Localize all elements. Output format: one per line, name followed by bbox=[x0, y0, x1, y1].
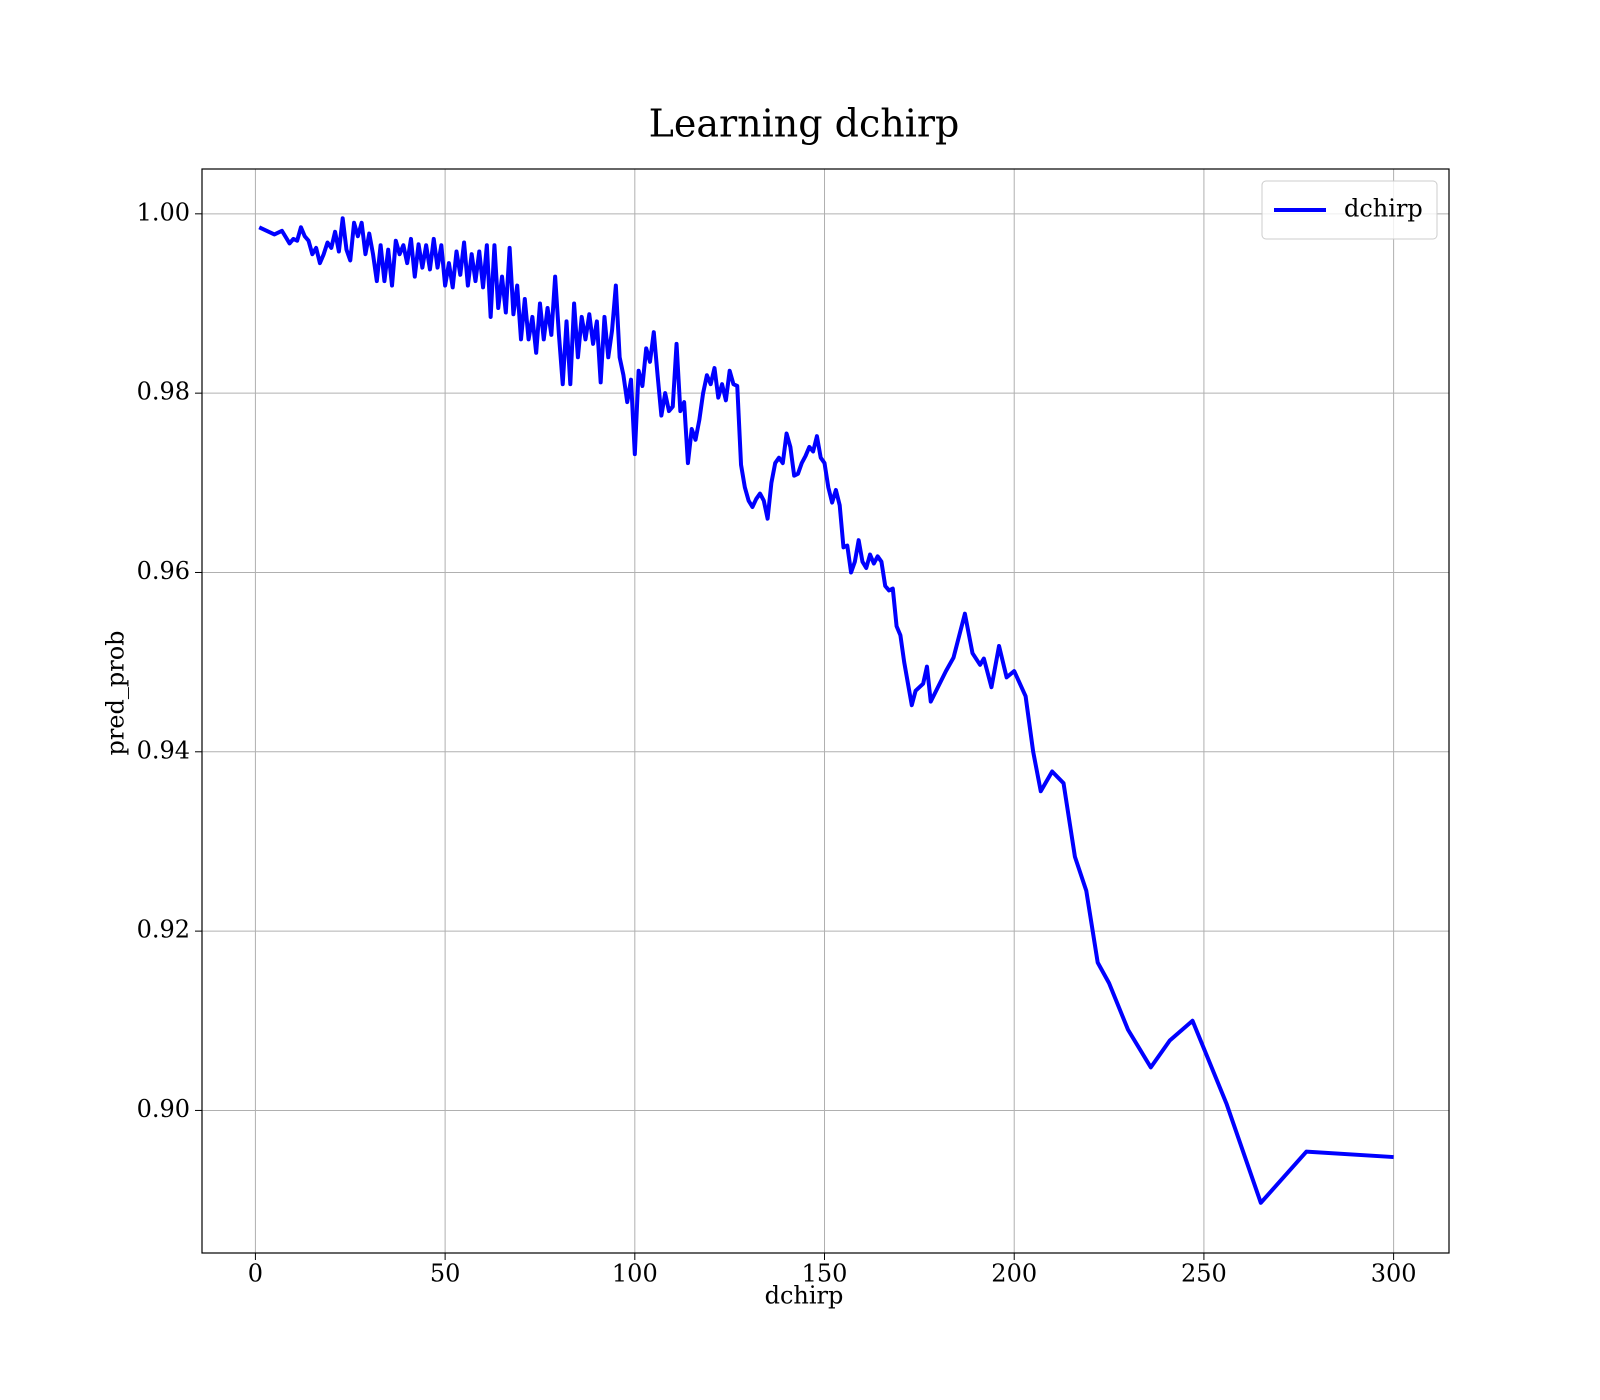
y-axis-label: pred_prob bbox=[102, 630, 130, 755]
x-tick-label: 50 bbox=[430, 1260, 461, 1288]
x-tick-label: 300 bbox=[1371, 1260, 1417, 1288]
legend-box bbox=[1261, 180, 1438, 240]
x-tick-label: 200 bbox=[991, 1260, 1037, 1288]
chart-title: Learning dchirp bbox=[649, 102, 960, 146]
legend: dchirp bbox=[1261, 180, 1438, 240]
y-tick-label: 0.98 bbox=[137, 378, 190, 406]
legend-label: dchirp bbox=[1344, 195, 1423, 223]
x-axis-label: dchirp bbox=[765, 1282, 844, 1310]
y-tick-label: 0.92 bbox=[137, 916, 190, 944]
y-tick-label: 0.96 bbox=[137, 557, 190, 585]
x-tick-label: 150 bbox=[802, 1260, 848, 1288]
x-tick-label: 0 bbox=[248, 1260, 263, 1288]
x-tick-label: 100 bbox=[612, 1260, 658, 1288]
data-line bbox=[258, 216, 1394, 1205]
plot-frame bbox=[201, 168, 1450, 1254]
x-tick-label: 250 bbox=[1181, 1260, 1227, 1288]
y-tick-label: 0.90 bbox=[137, 1095, 190, 1123]
y-tick-label: 0.94 bbox=[137, 736, 190, 764]
y-tick-label: 1.00 bbox=[137, 198, 190, 226]
